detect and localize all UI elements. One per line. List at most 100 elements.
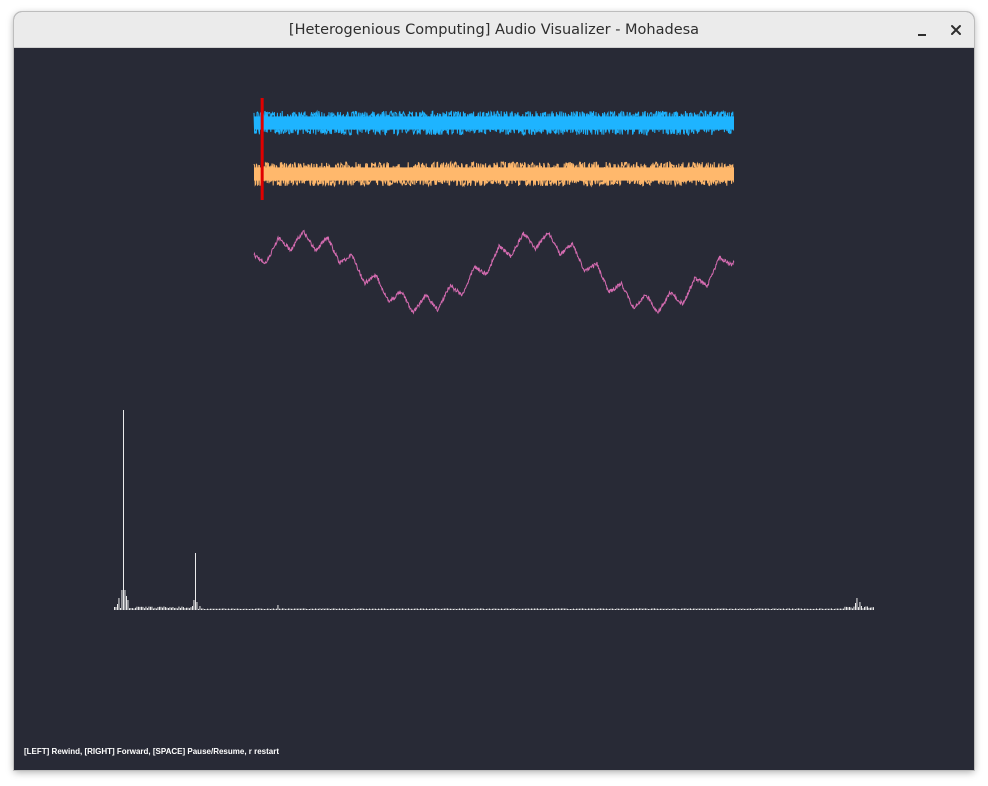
spectrum-bar (538, 608, 540, 610)
spectrum-bar (276, 608, 277, 610)
spectrum-bar (658, 608, 660, 610)
spectrum-bar (681, 608, 682, 610)
spectrum-bar (147, 608, 148, 610)
spectrum-bar (190, 607, 192, 610)
spectrum-bar (379, 608, 381, 610)
spectrum-bar (234, 608, 235, 610)
spectrum-bar (331, 608, 333, 610)
spectrum-bar (343, 608, 345, 610)
spectrum-bar (261, 608, 262, 610)
spectrum-bar (862, 608, 864, 610)
spectrum-bar (364, 608, 366, 610)
spectrum-bar (217, 608, 219, 610)
minimize-button[interactable] (911, 19, 933, 41)
spectrum-bar (778, 608, 780, 610)
spectrum-bar (804, 608, 805, 610)
spectrum-bar (714, 609, 715, 610)
spectrum-bar (403, 608, 405, 610)
spectrum-bar (843, 608, 844, 610)
spectrum-bar (798, 608, 799, 610)
spectrum-bar (340, 608, 342, 610)
spectrum-bar (673, 608, 675, 610)
spectrum-bar (802, 609, 804, 610)
spectrum-bar (795, 609, 796, 610)
spectrum-bar (369, 608, 370, 610)
spectrum-bar (318, 608, 319, 610)
spectrum-bar (513, 608, 514, 610)
spectrum-bar (384, 608, 385, 610)
spectrum-bar (610, 608, 612, 610)
spectrum-bar (625, 608, 627, 610)
playhead-marker[interactable] (260, 98, 264, 200)
spectrum-bar (220, 608, 222, 610)
spectrum-bar (472, 608, 474, 610)
spectrum-bar (645, 608, 646, 610)
spectrum-bar (483, 608, 484, 610)
visualizer-canvas[interactable]: [LEFT] Rewind, [RIGHT] Forward, [SPACE] … (14, 48, 974, 770)
spectrum-bar (277, 605, 279, 610)
spectrum-bar (280, 608, 282, 610)
spectrum-bar (865, 606, 867, 610)
spectrum-bar (351, 609, 352, 610)
spectrum-bar (603, 608, 604, 610)
spectrum-bar (648, 609, 649, 610)
spectrum-bar (456, 609, 457, 610)
spectrum-bar (247, 608, 249, 610)
spectrum-bar (609, 608, 610, 610)
spectrum-bar (310, 608, 312, 610)
spectrum-bar (640, 608, 642, 610)
spectrum-bar (256, 608, 258, 610)
spectrum-bar (333, 608, 334, 610)
spectrum-bar (741, 608, 742, 610)
spectrum-bar (841, 608, 843, 610)
spectrum-bar (750, 608, 751, 610)
spectrum-bar (820, 608, 822, 610)
spectrum-bar (517, 608, 519, 610)
spectrum-bar (597, 608, 598, 610)
spectrum-bar (216, 608, 217, 610)
spectrum-bar (303, 608, 304, 610)
spectrum-bar (753, 609, 754, 610)
spectrum-bar (768, 608, 769, 610)
spectrum-bar (432, 608, 433, 610)
spectrum-bar (786, 608, 787, 610)
spectrum-bar (274, 608, 276, 610)
spectrum-bar (606, 608, 607, 610)
title-bar[interactable]: [Heterogenious Computing] Audio Visualiz… (14, 12, 974, 48)
spectrum-bar (334, 608, 336, 610)
spectrum-bar (655, 608, 657, 610)
spectrum-bar (699, 608, 700, 610)
spectrum-bar (565, 608, 567, 610)
spectrum-bar (376, 609, 378, 610)
spectrum-bar (639, 608, 640, 610)
spectrum-bar (165, 607, 166, 610)
spectrum-bar (654, 608, 655, 610)
spectrum-bar (438, 608, 439, 610)
playhead-line[interactable] (260, 98, 264, 200)
spectrum-bar (255, 608, 256, 610)
spectrum-bar (747, 608, 748, 610)
spectrum-bar (642, 608, 643, 610)
spectrum-bar (649, 608, 651, 610)
spectrum-bar (556, 608, 558, 610)
spectrum-bar (481, 608, 483, 610)
spectrum-bar (127, 600, 129, 610)
spectrum-bar (201, 608, 202, 610)
spectrum-bar (229, 608, 231, 610)
spectrum-bar (502, 608, 504, 610)
spectrum-bar (241, 608, 243, 610)
spectrum-bar (766, 608, 768, 610)
spectrum-bar (171, 607, 172, 610)
spectrum-bar (721, 608, 723, 610)
close-button[interactable] (945, 19, 967, 41)
spectrum-bar (313, 608, 315, 610)
spectrum-bar (711, 608, 712, 610)
spectrum-bar (466, 608, 468, 610)
spectrum-bar (675, 608, 676, 610)
spectrum-bar (601, 608, 603, 610)
spectrum-bar (321, 608, 322, 610)
spectrum-bar (142, 606, 144, 610)
spectrum-bar (262, 608, 264, 610)
spectrum-bar (544, 608, 546, 610)
spectrum-bar (679, 609, 681, 610)
